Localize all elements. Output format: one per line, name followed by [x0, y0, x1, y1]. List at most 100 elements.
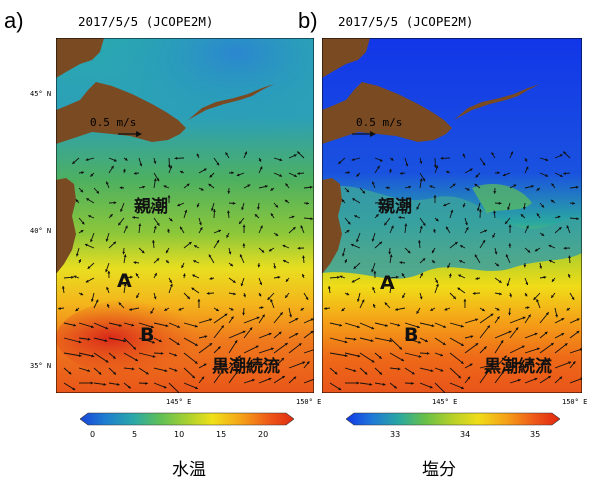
current-arrowhead	[522, 316, 526, 320]
current-arrowhead	[435, 165, 439, 169]
current-arrowhead	[393, 385, 397, 389]
current-arrowhead	[496, 307, 500, 311]
current-arrowhead	[536, 187, 540, 191]
current-arrowhead	[442, 342, 446, 345]
current-arrow	[479, 313, 494, 324]
current-arrowhead	[433, 195, 437, 198]
current-arrowhead	[411, 371, 415, 375]
current-arrowhead	[174, 368, 178, 372]
current-arrowhead	[156, 258, 160, 262]
current-arrowhead	[285, 295, 288, 298]
current-arrowhead	[150, 206, 154, 210]
current-arrowhead	[545, 158, 549, 162]
current-arrowhead	[346, 292, 350, 296]
current-arrowhead	[559, 174, 563, 177]
current-arrowhead	[254, 214, 258, 218]
current-arrowhead	[227, 191, 231, 194]
current-arrowhead	[379, 158, 383, 162]
current-arrowhead	[346, 189, 349, 193]
current-arrow	[464, 342, 479, 354]
current-arrowhead	[204, 335, 208, 339]
current-arrowhead	[256, 207, 260, 210]
current-arrowhead	[234, 340, 238, 344]
current-arrow	[138, 352, 156, 358]
current-arrowhead	[169, 280, 172, 283]
current-arrow	[329, 352, 348, 357]
current-arrowhead	[194, 343, 198, 346]
current-arrowhead	[496, 316, 500, 320]
current-arrowhead	[469, 363, 473, 367]
current-arrowhead	[357, 354, 361, 358]
current-arrowhead	[293, 376, 297, 380]
current-arrowhead	[231, 171, 234, 175]
current-arrow	[273, 342, 288, 354]
current-arrowhead	[539, 266, 543, 269]
panel-b-label-b: B	[404, 324, 419, 346]
current-arrowhead	[353, 266, 357, 269]
current-arrowhead	[429, 185, 433, 188]
current-arrowhead	[113, 201, 117, 205]
current-arrowhead	[370, 339, 374, 342]
current-arrowhead	[507, 207, 510, 210]
current-arrowhead	[160, 351, 164, 355]
current-arrowhead	[433, 165, 437, 168]
current-arrowhead	[113, 158, 117, 162]
current-arrowhead	[474, 183, 478, 187]
current-arrowhead	[475, 343, 479, 346]
panel-b-map	[322, 38, 582, 393]
current-arrowhead	[483, 346, 487, 350]
current-arrowhead	[188, 242, 192, 245]
current-arrowhead	[344, 259, 347, 263]
current-arrowhead	[131, 367, 135, 371]
current-arrow	[479, 325, 491, 339]
current-arrowhead	[75, 253, 79, 257]
current-arrowhead	[389, 339, 393, 343]
current-arrowhead	[338, 387, 342, 390]
current-arrowhead	[209, 318, 212, 322]
current-arrowhead	[559, 154, 563, 157]
current-arrowhead	[354, 215, 358, 218]
current-arrowhead	[295, 318, 299, 321]
current-arrowhead	[96, 190, 99, 194]
current-arrow	[494, 330, 512, 339]
current-arrowhead	[561, 318, 565, 321]
current-arrowhead	[133, 346, 136, 350]
current-arrowhead	[216, 240, 220, 243]
current-arrowhead	[418, 340, 421, 344]
current-arrowhead	[208, 254, 212, 258]
current-arrowhead	[221, 325, 224, 329]
current-arrowhead	[113, 371, 116, 375]
current-arrowhead	[72, 161, 76, 164]
current-arrowhead	[513, 184, 517, 188]
current-arrowhead	[397, 323, 401, 327]
current-arrowhead	[576, 331, 580, 334]
current-arrowhead	[153, 161, 157, 164]
current-arrowhead	[109, 214, 113, 217]
current-arrowhead	[106, 181, 109, 185]
current-arrowhead	[446, 226, 449, 230]
current-arrowhead	[545, 312, 549, 316]
current-arrowhead	[347, 171, 350, 175]
current-arrowhead	[373, 270, 377, 274]
current-arrowhead	[467, 376, 471, 380]
current-arrow	[78, 352, 95, 357]
current-arrowhead	[498, 280, 502, 283]
current-arrowhead	[470, 335, 474, 339]
panel-a-kuroshio-label: 黒潮続流	[212, 357, 280, 377]
current-arrowhead	[124, 225, 128, 229]
current-arrowhead	[250, 362, 254, 365]
current-arrow	[524, 347, 540, 354]
current-arrowhead	[61, 286, 65, 289]
panel-a-date: 2017/5/5 (JCOPE2M)	[78, 14, 214, 29]
panel-a-oyashio-label: 親潮	[134, 197, 168, 217]
current-arrowhead	[543, 275, 547, 279]
current-arrow	[183, 337, 199, 347]
current-arrowhead	[71, 275, 74, 279]
current-arrowhead	[505, 254, 509, 258]
current-arrowhead	[347, 221, 351, 225]
current-arrowhead	[73, 323, 76, 327]
current-arrowhead	[547, 357, 550, 361]
current-arrowhead	[163, 385, 167, 389]
current-arrowhead	[474, 254, 478, 258]
current-arrowhead	[447, 265, 450, 269]
